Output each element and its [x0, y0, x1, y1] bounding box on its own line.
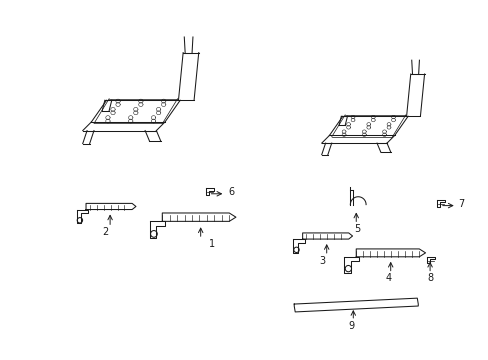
Text: 2: 2	[102, 227, 108, 237]
Text: 6: 6	[228, 187, 234, 197]
Text: 5: 5	[353, 224, 360, 234]
Text: 3: 3	[318, 256, 325, 266]
Text: 7: 7	[458, 199, 464, 209]
Text: 4: 4	[385, 274, 391, 283]
Text: 9: 9	[347, 321, 354, 331]
Text: 1: 1	[208, 239, 214, 249]
Text: 8: 8	[426, 274, 432, 283]
